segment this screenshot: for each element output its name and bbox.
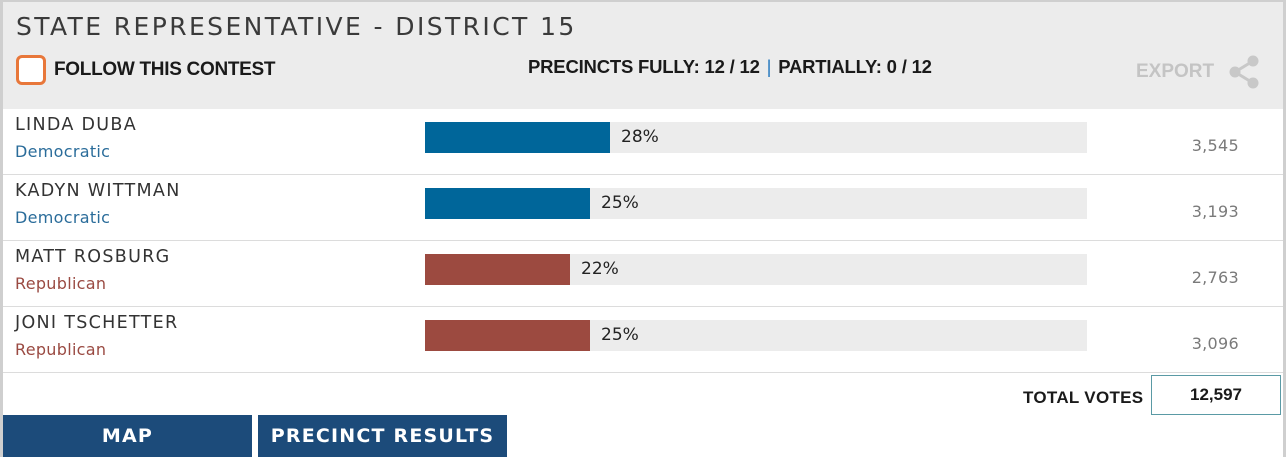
candidate-party: Republican (15, 340, 107, 359)
vote-bar-fill (425, 122, 610, 153)
vote-bar-fill (425, 254, 570, 285)
candidate-row: LINDA DUBA Democratic 28% 3,545 (3, 109, 1283, 175)
vote-bar-fill (425, 188, 590, 219)
candidate-party: Democratic (15, 208, 111, 227)
candidate-votes: 3,193 (1191, 202, 1239, 221)
candidate-list: LINDA DUBA Democratic 28% 3,545 KADYN WI… (3, 109, 1283, 373)
contest-title: STATE REPRESENTATIVE - DISTRICT 15 (16, 12, 577, 41)
vote-bar-track: 22% (425, 254, 1087, 285)
precincts-separator: | (766, 56, 772, 77)
precincts-partially-value: 0 / 12 (886, 56, 932, 77)
total-votes-label: TOTAL VOTES (1023, 388, 1144, 407)
vote-bar-track: 25% (425, 188, 1087, 219)
candidate-row: KADYN WITTMAN Democratic 25% 3,193 (3, 175, 1283, 241)
candidate-row: JONI TSCHETTER Republican 25% 3,096 (3, 307, 1283, 373)
export-button[interactable]: EXPORT (1136, 54, 1262, 90)
vote-percent: 25% (601, 193, 639, 213)
precincts-partially-label: PARTIALLY: (778, 56, 882, 77)
vote-percent: 28% (621, 127, 659, 147)
candidate-name: MATT ROSBURG (15, 247, 171, 267)
checkbox-icon[interactable] (16, 55, 46, 85)
share-icon[interactable] (1226, 54, 1262, 90)
map-button[interactable]: MAP (3, 415, 252, 457)
candidate-votes: 2,763 (1191, 268, 1239, 287)
contest-header: STATE REPRESENTATIVE - DISTRICT 15 FOLLO… (3, 2, 1283, 109)
candidate-name: LINDA DUBA (15, 115, 137, 135)
follow-contest-label: FOLLOW THIS CONTEST (54, 59, 276, 80)
precincts-reporting: PRECINCTS FULLY: 12 / 12 | PARTIALLY: 0 … (528, 56, 932, 78)
precinct-results-button[interactable]: PRECINCT RESULTS (258, 415, 507, 457)
candidate-name: JONI TSCHETTER (15, 313, 179, 333)
vote-percent: 22% (581, 259, 619, 279)
candidate-row: MATT ROSBURG Republican 22% 2,763 (3, 241, 1283, 307)
vote-bar-track: 28% (425, 122, 1087, 153)
vote-percent: 25% (601, 325, 639, 345)
candidate-name: KADYN WITTMAN (15, 181, 181, 201)
vote-bar-fill (425, 320, 590, 351)
candidate-votes: 3,545 (1191, 136, 1239, 155)
candidate-votes: 3,096 (1191, 334, 1239, 353)
precincts-fully-value: 12 / 12 (704, 56, 760, 77)
follow-contest-toggle[interactable]: FOLLOW THIS CONTEST (16, 55, 276, 85)
export-label: EXPORT (1136, 61, 1215, 82)
vote-bar-track: 25% (425, 320, 1087, 351)
total-votes-value: 12,597 (1151, 375, 1281, 415)
precincts-fully-label: PRECINCTS FULLY: (528, 56, 700, 77)
candidate-party: Democratic (15, 142, 111, 161)
candidate-party: Republican (15, 274, 107, 293)
